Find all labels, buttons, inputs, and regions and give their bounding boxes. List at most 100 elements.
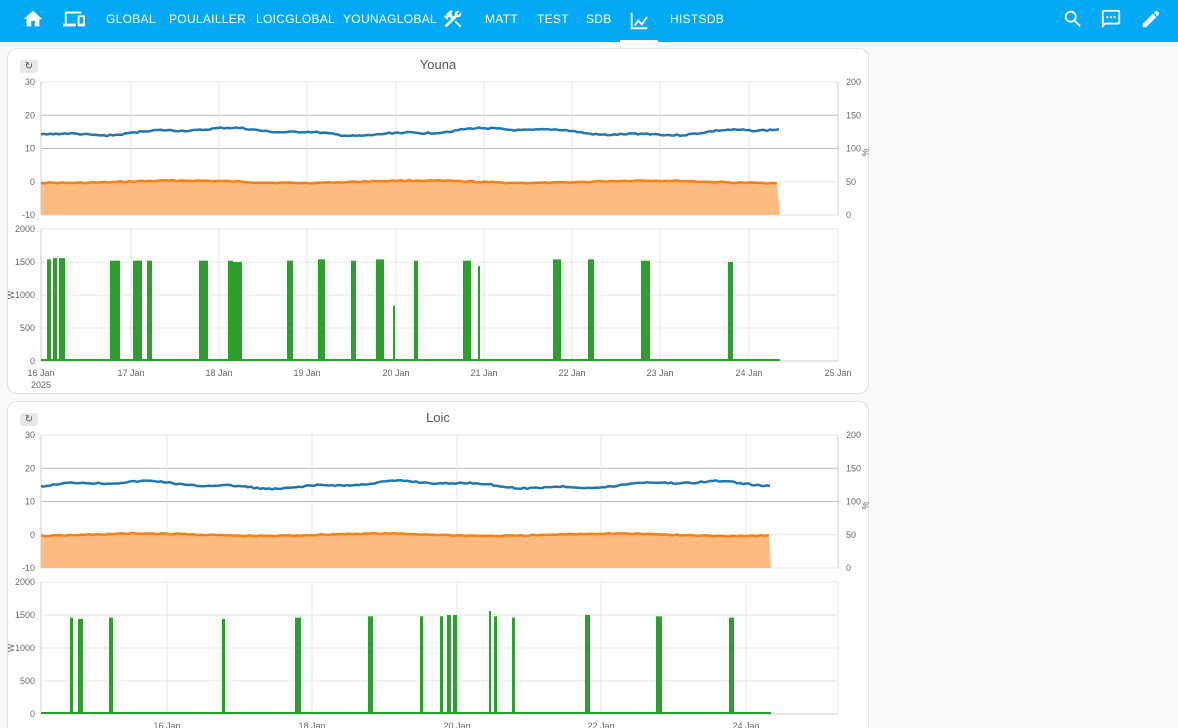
tools-icon[interactable] xyxy=(442,8,464,30)
card-title: Youna xyxy=(419,57,457,72)
power-bar xyxy=(287,260,293,361)
y-axis-tick-label: 1000 xyxy=(15,643,35,653)
y2-axis-tick-label: 200 xyxy=(846,430,861,440)
y-axis-tick-label: 30 xyxy=(25,77,35,87)
y2-axis-tick-label: 200 xyxy=(846,77,861,87)
x-axis-year-label: 2025 xyxy=(31,380,51,390)
power-bar xyxy=(585,615,590,714)
y-axis-tick-label: 30 xyxy=(25,430,35,440)
power-bar xyxy=(53,258,57,361)
tab-matt[interactable]: MATT xyxy=(485,12,518,26)
power-bar xyxy=(199,260,208,361)
power-bar xyxy=(656,616,662,714)
power-bar xyxy=(729,617,734,714)
x-axis-tick-label: 18 Jan xyxy=(298,721,325,728)
power-bar xyxy=(420,616,423,714)
x-axis-tick-label: 24 Jan xyxy=(732,721,759,728)
x-axis-tick-label: 22 Jan xyxy=(587,721,614,728)
power-bar xyxy=(233,262,242,361)
tab-sdb[interactable]: SDB xyxy=(586,12,612,26)
power-bar xyxy=(228,260,233,361)
power-bar xyxy=(393,305,395,361)
y2-axis-tick-label: 0 xyxy=(846,210,851,220)
y-axis-tick-label: 0 xyxy=(30,530,35,540)
power-bar xyxy=(440,616,443,714)
refresh-button[interactable]: ↻ xyxy=(20,60,38,73)
y-axis-tick-label: 0 xyxy=(30,177,35,187)
y2-axis-unit: % xyxy=(860,148,870,156)
power-bar xyxy=(728,262,733,361)
power-bar xyxy=(222,618,225,714)
y-axis-tick-label: 1500 xyxy=(15,610,35,620)
y-axis-tick-label: 20 xyxy=(25,110,35,120)
y-axis-tick-label: 500 xyxy=(20,323,35,333)
power-bar xyxy=(59,258,65,361)
x-axis-tick-label: 23 Jan xyxy=(646,368,673,378)
power-bar xyxy=(78,618,83,714)
power-bar xyxy=(133,260,142,361)
power-bar xyxy=(489,611,491,714)
power-bar xyxy=(463,260,471,361)
power-bar xyxy=(295,617,301,714)
y-axis-tick-label: 10 xyxy=(25,497,35,507)
power-bar xyxy=(494,616,497,714)
pencil-icon[interactable] xyxy=(1140,8,1162,30)
home-icon[interactable] xyxy=(22,8,44,30)
tab-global[interactable]: GLOBAL xyxy=(106,12,156,26)
outdoor-line-series xyxy=(40,531,770,538)
y2-axis-tick-label: 150 xyxy=(846,463,861,473)
tab-chart-line[interactable] xyxy=(620,0,658,42)
x-axis-tick-label: 18 Jan xyxy=(205,368,232,378)
power-bar xyxy=(47,259,51,361)
y-axis-tick-label: -10 xyxy=(22,210,35,220)
power-bar xyxy=(368,616,373,714)
y-axis-unit: W xyxy=(8,290,16,299)
power-bar xyxy=(318,259,325,361)
power-bar xyxy=(376,259,384,361)
power-bar xyxy=(109,617,113,714)
history-chart-youna: 3020100-10200150100500%2000150010005000W… xyxy=(8,77,870,390)
tab-loicglobal[interactable]: LOICGLOBAL xyxy=(256,12,336,26)
y2-axis-tick-label: 0 xyxy=(846,563,851,573)
history-card-youna: Youna ↻ 30 20 10 0 -10 200 150 100 50 0% 2000 1500 1… xyxy=(7,48,870,394)
power-bar xyxy=(478,265,480,361)
x-axis-tick-label: 16 Jan xyxy=(27,368,54,378)
tab-histsdb[interactable]: HISTSDB xyxy=(670,12,725,26)
x-axis-tick-label: 25 Jan xyxy=(824,368,851,378)
x-axis-tick-label: 17 Jan xyxy=(117,368,144,378)
outdoor-area-series xyxy=(41,180,780,215)
power-bar xyxy=(447,615,451,714)
power-bar xyxy=(414,260,418,361)
tab-test[interactable]: TEST xyxy=(537,12,569,26)
tab-poulailler[interactable]: POULAILLER xyxy=(169,12,247,26)
top-app-bar: GLOBAL POULAILLER LOICGLOBAL YOUNAGLOBAL… xyxy=(0,0,1178,42)
power-bar xyxy=(641,260,650,361)
power-bar xyxy=(147,260,152,361)
devices-icon[interactable] xyxy=(63,8,85,30)
power-bar xyxy=(588,259,594,361)
tab-younaglobal[interactable]: YOUNAGLOBAL xyxy=(343,12,437,26)
power-bar xyxy=(512,617,515,714)
y-axis-tick-label: 1500 xyxy=(15,257,35,267)
x-axis-tick-label: 22 Jan xyxy=(558,368,585,378)
y2-axis-unit: % xyxy=(860,501,870,509)
y-axis-tick-label: 500 xyxy=(20,676,35,686)
temperature-line-series xyxy=(40,126,780,138)
power-bar xyxy=(70,617,73,714)
y-axis-tick-label: 0 xyxy=(30,709,35,719)
chart-line-icon xyxy=(628,9,650,31)
x-axis-tick-label: 21 Jan xyxy=(470,368,497,378)
x-axis-tick-label: 20 Jan xyxy=(443,721,470,728)
y-axis-unit: W xyxy=(8,643,16,652)
assist-icon[interactable] xyxy=(1100,8,1122,30)
temperature-line-series xyxy=(40,479,771,491)
x-axis-tick-label: 20 Jan xyxy=(382,368,409,378)
refresh-button[interactable]: ↻ xyxy=(20,413,38,426)
power-bar xyxy=(553,259,561,361)
power-bar xyxy=(351,260,356,361)
outdoor-line-series xyxy=(40,178,778,185)
x-axis-tick-label: 24 Jan xyxy=(735,368,762,378)
x-axis-tick-label: 19 Jan xyxy=(293,368,320,378)
search-icon[interactable] xyxy=(1062,8,1084,30)
y-axis-tick-label: 20 xyxy=(25,463,35,473)
